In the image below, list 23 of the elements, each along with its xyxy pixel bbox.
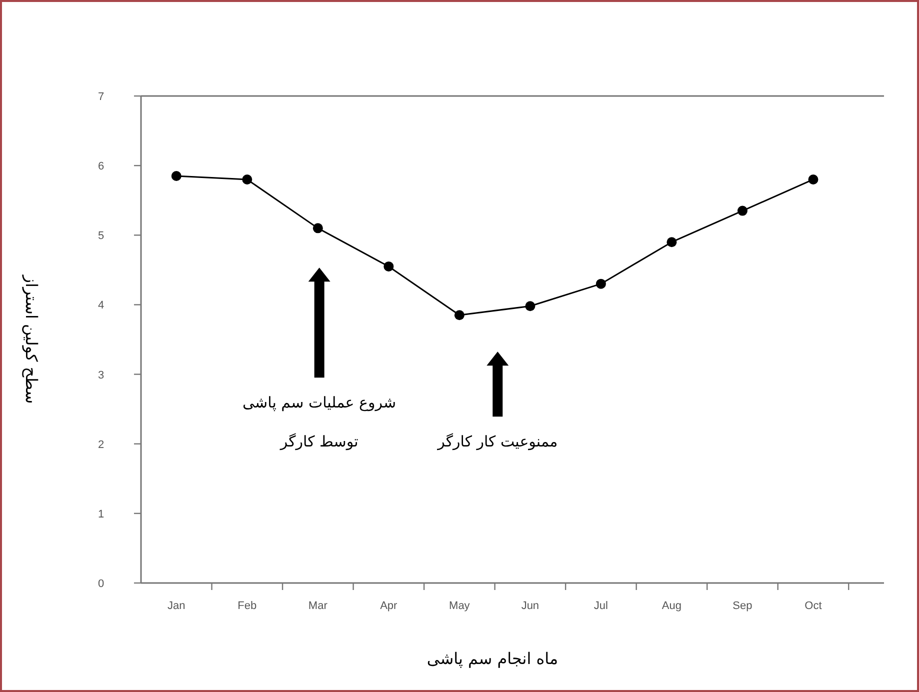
y-tick-label: 1 [98, 508, 104, 520]
y-tick-label: 5 [98, 230, 104, 242]
y-axis-title: سطح کولین استراز [22, 274, 41, 404]
x-tick-label: Jul [594, 600, 608, 612]
x-tick-label: Jun [521, 600, 540, 612]
x-tick-label: May [449, 600, 470, 612]
x-tick-label: Aug [662, 600, 682, 612]
y-tick-label: 3 [98, 369, 104, 382]
x-tick-label: Apr [380, 600, 398, 612]
x-tick-label: Sep [732, 600, 752, 612]
y-tick-label: 2 [98, 438, 104, 451]
y-tick-label: 4 [98, 300, 104, 312]
x-tick-label: Jan [168, 600, 186, 612]
x-axis-title: ماه انجام سم پاشی [426, 649, 558, 668]
x-tick-label: Mar [308, 600, 328, 612]
y-tick-label: 6 [98, 160, 104, 173]
annotation: توسط کارگر [279, 432, 358, 451]
x-tick-label: Oct [804, 600, 822, 612]
y-tick-label: 0 [98, 578, 104, 590]
x-tick-label: Feb [238, 600, 257, 612]
y-tick-label: 7 [98, 91, 104, 103]
annotation: شروع عملیات سم پاشی [242, 394, 396, 412]
annotation: ممنوعیت کار کارگر [436, 432, 558, 451]
